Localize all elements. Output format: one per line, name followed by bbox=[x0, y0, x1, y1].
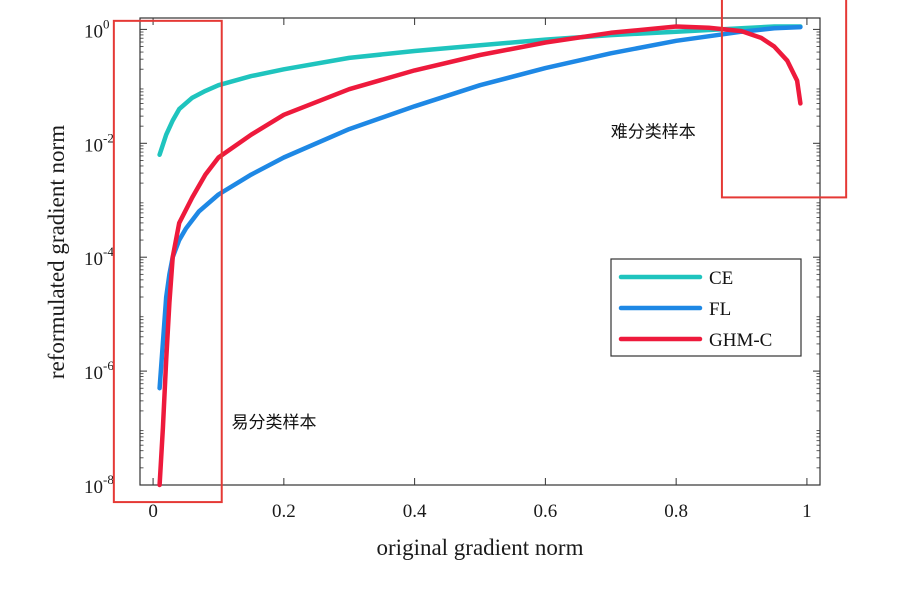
y-tick-label-base: 10 bbox=[84, 249, 103, 270]
y-tick-label-0: 10-8 bbox=[84, 472, 114, 498]
x-tick-label-0: 0 bbox=[148, 501, 158, 522]
y-tick-label-exponent: 0 bbox=[103, 16, 110, 31]
series-layer bbox=[157, 24, 803, 488]
y-tick-label-exponent: -2 bbox=[103, 130, 114, 145]
y-tick-label-base: 10 bbox=[84, 477, 103, 498]
x-tick-label-3: 0.6 bbox=[534, 501, 558, 522]
highlight-box-hard bbox=[720, 0, 848, 199]
highlight-boxes bbox=[112, 0, 848, 504]
plot-area-frame bbox=[139, 17, 821, 486]
series-line-ghm-c bbox=[157, 24, 803, 488]
y-tick-label-3: 10-2 bbox=[84, 130, 114, 156]
x-tick-labels: 0 0.2 0.4 0.6 0.8 1 bbox=[148, 501, 811, 522]
annotation-1: 难分类样本 bbox=[611, 123, 696, 143]
legend-label-fl: FL bbox=[709, 299, 731, 320]
y-tick-label-exponent: -4 bbox=[103, 244, 114, 259]
annotations: 易分类样本 难分类样本 bbox=[232, 123, 696, 433]
y-tick-label-2: 10-4 bbox=[84, 244, 114, 270]
y-tick-label-base: 10 bbox=[84, 21, 103, 42]
x-axis-label: original gradient norm bbox=[377, 535, 584, 560]
y-tick-label-exponent: -8 bbox=[103, 472, 114, 487]
legend: CE FL GHM-C bbox=[610, 258, 802, 357]
axis-ticks bbox=[140, 18, 820, 486]
legend-label-ghm-c: GHM-C bbox=[709, 330, 772, 351]
x-tick-label-1: 0.2 bbox=[272, 501, 296, 522]
y-tick-label-1: 10-6 bbox=[84, 358, 114, 384]
x-tick-label-4: 0.8 bbox=[664, 501, 688, 522]
legend-label-ce: CE bbox=[709, 268, 733, 289]
y-tick-label-base: 10 bbox=[84, 363, 103, 384]
x-tick-label-2: 0.4 bbox=[403, 501, 427, 522]
highlight-box-easy bbox=[112, 19, 223, 504]
y-tick-label-4: 100 bbox=[84, 16, 110, 42]
series-line-ce bbox=[157, 24, 803, 157]
y-tick-label-exponent: -6 bbox=[103, 358, 114, 373]
y-axis-label: reformulated gradient norm bbox=[44, 125, 69, 379]
y-tick-label-base: 10 bbox=[84, 135, 103, 156]
x-tick-label-5: 1 bbox=[802, 501, 812, 522]
annotation-0: 易分类样本 bbox=[232, 413, 317, 433]
